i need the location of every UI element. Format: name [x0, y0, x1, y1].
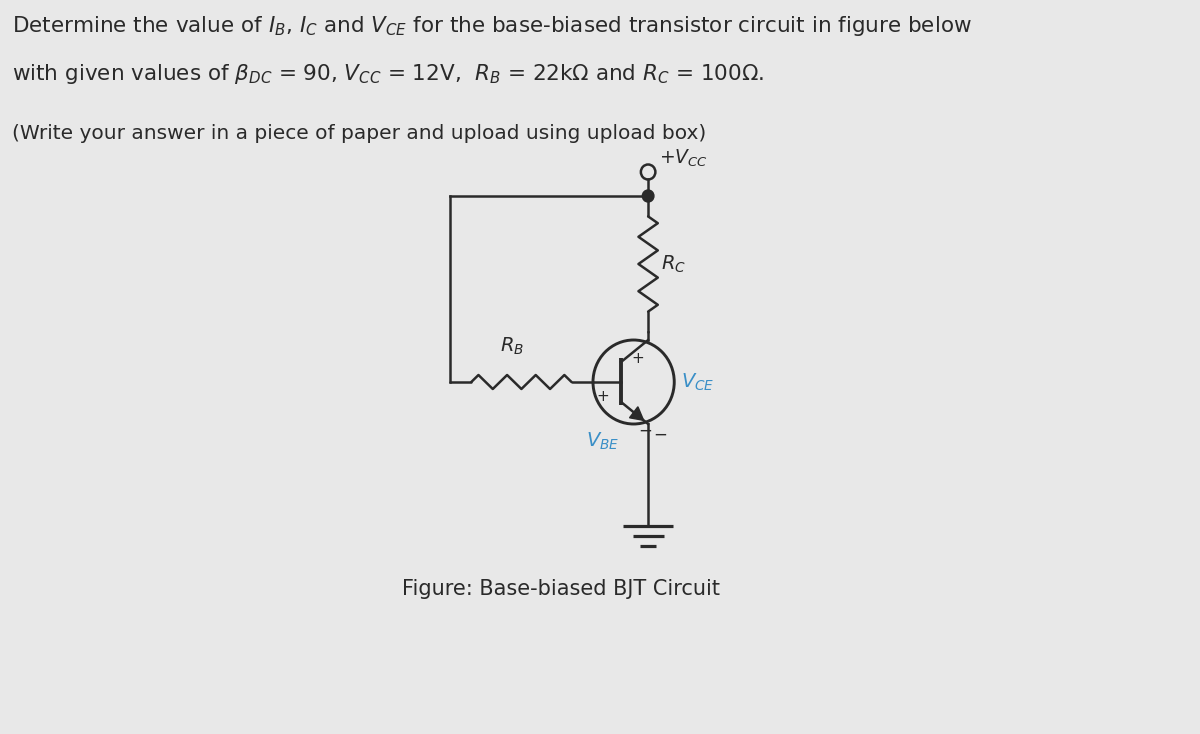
Text: +: + [596, 389, 610, 404]
Text: $V_{CE}$: $V_{CE}$ [682, 371, 714, 393]
Text: $R_C$: $R_C$ [661, 253, 685, 275]
Text: (Write your answer in a piece of paper and upload using upload box): (Write your answer in a piece of paper a… [12, 124, 706, 143]
Text: $R_B$: $R_B$ [499, 335, 523, 357]
Text: with given values of $\beta_{DC}$ = 90, $V_{CC}$ = 12V,  $R_B$ = 22kΩ and $R_C$ : with given values of $\beta_{DC}$ = 90, … [12, 62, 763, 86]
Text: Figure: Base-biased BJT Circuit: Figure: Base-biased BJT Circuit [402, 579, 720, 599]
Text: $+V_{CC}$: $+V_{CC}$ [659, 148, 708, 169]
Polygon shape [630, 407, 643, 421]
Text: $V_{BE}$: $V_{BE}$ [586, 431, 619, 452]
Text: −: − [653, 426, 667, 444]
Text: +: + [631, 352, 644, 366]
Text: Determine the value of $I_B$, $I_C$ and $V_{CE}$ for the base-biased transistor : Determine the value of $I_B$, $I_C$ and … [12, 14, 972, 38]
Circle shape [642, 190, 654, 202]
Text: −: − [638, 422, 653, 440]
